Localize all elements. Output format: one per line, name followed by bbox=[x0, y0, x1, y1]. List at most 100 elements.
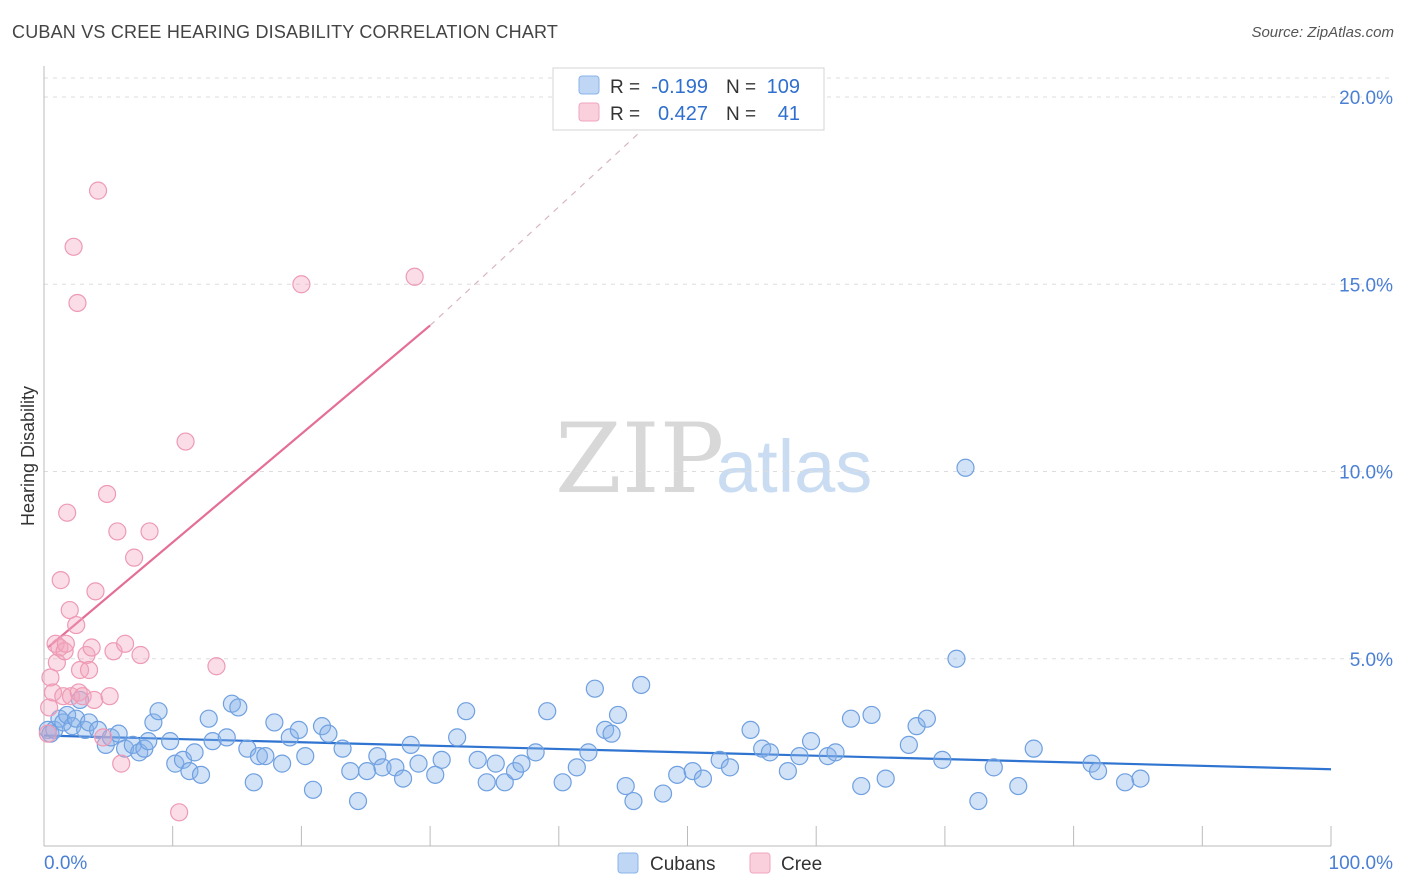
point-cubans-80 bbox=[693, 769, 713, 788]
y-tick-label-20: 20.0% bbox=[1339, 88, 1393, 109]
point-cubans-55 bbox=[426, 765, 445, 784]
stats-r-value-cree: 0.427 bbox=[658, 103, 708, 125]
stats-swatch-cree bbox=[578, 102, 600, 122]
point-cubans-19 bbox=[139, 732, 158, 751]
point-cubans-32 bbox=[229, 698, 248, 717]
stats-legend: R = -0.199 N = 109 R = 0.427 N = 41 bbox=[552, 67, 825, 131]
point-cubans-74 bbox=[616, 776, 635, 796]
point-cubans-22 bbox=[161, 732, 180, 751]
y-axis-title: Hearing Disability bbox=[18, 386, 38, 526]
point-cree-39 bbox=[292, 275, 311, 294]
point-cubans-70 bbox=[585, 679, 604, 698]
legend-swatch-cubans bbox=[617, 852, 639, 874]
point-cubans-86 bbox=[778, 761, 797, 781]
watermark: ZIP atlas bbox=[555, 403, 872, 515]
point-cubans-82 bbox=[720, 758, 740, 777]
point-cubans-56 bbox=[432, 750, 451, 769]
point-cree-40 bbox=[405, 267, 424, 286]
x-tick-label-min: 0.0% bbox=[44, 853, 87, 874]
point-cubans-98 bbox=[933, 750, 952, 769]
stats-n-value-cubans: 109 bbox=[767, 76, 800, 98]
point-cubans-45 bbox=[333, 739, 352, 758]
point-cubans-29 bbox=[203, 732, 222, 751]
point-cubans-28 bbox=[199, 709, 218, 728]
point-cubans-58 bbox=[457, 702, 476, 721]
source-credit: Source: ZipAtlas.com bbox=[1251, 24, 1394, 41]
point-cubans-106 bbox=[1088, 761, 1108, 781]
point-cubans-73 bbox=[608, 705, 628, 725]
point-cubans-54 bbox=[409, 754, 428, 773]
stats-n-label-cree: N = bbox=[726, 104, 756, 125]
point-cubans-57 bbox=[448, 728, 467, 747]
point-cubans-105 bbox=[1082, 754, 1101, 773]
stats-r-value-cubans: -0.199 bbox=[651, 76, 708, 98]
point-cubans-61 bbox=[486, 754, 505, 773]
point-cubans-36 bbox=[256, 747, 275, 766]
gridlines bbox=[44, 77, 1392, 660]
point-cubans-95 bbox=[899, 735, 918, 754]
point-cree-27 bbox=[97, 484, 117, 504]
point-cree-10 bbox=[56, 634, 75, 653]
point-cubans-63 bbox=[505, 761, 525, 781]
point-cree-35 bbox=[140, 522, 159, 541]
point-cubans-72 bbox=[602, 724, 621, 743]
point-cree-23 bbox=[85, 690, 104, 710]
point-cubans-30 bbox=[217, 728, 236, 747]
point-cubans-97 bbox=[917, 709, 936, 728]
point-cubans-37 bbox=[265, 713, 284, 732]
point-cree-11 bbox=[58, 503, 77, 522]
point-cubans-35 bbox=[249, 747, 269, 766]
point-cubans-102 bbox=[984, 758, 1003, 777]
trend-line-cree bbox=[47, 324, 431, 649]
point-cubans-48 bbox=[357, 761, 377, 781]
point-cubans-49 bbox=[368, 747, 387, 766]
point-cubans-40 bbox=[289, 720, 308, 740]
point-cubans-62 bbox=[495, 773, 514, 792]
data-points bbox=[38, 181, 1150, 822]
point-cubans-108 bbox=[1131, 769, 1150, 788]
point-cree-34 bbox=[131, 645, 150, 665]
point-cubans-104 bbox=[1024, 739, 1043, 758]
point-cubans-41 bbox=[296, 747, 315, 766]
point-cree-8 bbox=[54, 687, 73, 706]
svg-text:atlas: atlas bbox=[716, 425, 872, 508]
point-cree-14 bbox=[64, 237, 83, 256]
point-cubans-85 bbox=[760, 743, 779, 762]
point-cree-12 bbox=[60, 600, 79, 620]
point-cubans-75 bbox=[624, 791, 643, 811]
axes bbox=[43, 66, 1332, 847]
svg-text:ZIP: ZIP bbox=[555, 403, 724, 515]
legend-label-cubans: Cubans bbox=[650, 854, 716, 875]
point-cubans-59 bbox=[468, 750, 487, 769]
point-cubans-42 bbox=[303, 780, 323, 799]
point-cubans-87 bbox=[790, 747, 809, 766]
point-cree-1 bbox=[40, 698, 59, 717]
trend-line-cubans bbox=[43, 734, 1332, 771]
point-cree-0 bbox=[38, 724, 57, 743]
point-cree-25 bbox=[88, 181, 108, 200]
point-cubans-69 bbox=[579, 743, 598, 762]
point-cubans-38 bbox=[272, 754, 292, 773]
point-cubans-103 bbox=[1009, 776, 1028, 796]
point-cubans-65 bbox=[526, 743, 545, 762]
point-cree-24 bbox=[86, 582, 105, 601]
legend-swatch-cree bbox=[749, 852, 771, 874]
point-cree-21 bbox=[79, 660, 99, 680]
x-tick-label-max: 100.0% bbox=[1329, 853, 1394, 874]
point-cubans-107 bbox=[1115, 773, 1135, 792]
stats-r-label-cree: R = bbox=[610, 104, 640, 125]
stats-n-label-cubans: N = bbox=[726, 77, 756, 98]
point-cree-9 bbox=[55, 642, 74, 661]
point-cubans-46 bbox=[341, 761, 360, 781]
point-cree-16 bbox=[68, 293, 87, 313]
point-cree-36 bbox=[170, 803, 189, 822]
point-cubans-47 bbox=[348, 791, 368, 811]
point-cubans-100 bbox=[956, 458, 975, 477]
point-cubans-21 bbox=[149, 702, 168, 721]
point-cubans-26 bbox=[185, 743, 204, 762]
point-cubans-25 bbox=[180, 761, 199, 781]
point-cubans-68 bbox=[567, 758, 586, 777]
stats-swatch-cubans bbox=[578, 75, 600, 95]
point-cubans-67 bbox=[553, 773, 572, 792]
legend-label-cree: Cree bbox=[781, 854, 822, 875]
